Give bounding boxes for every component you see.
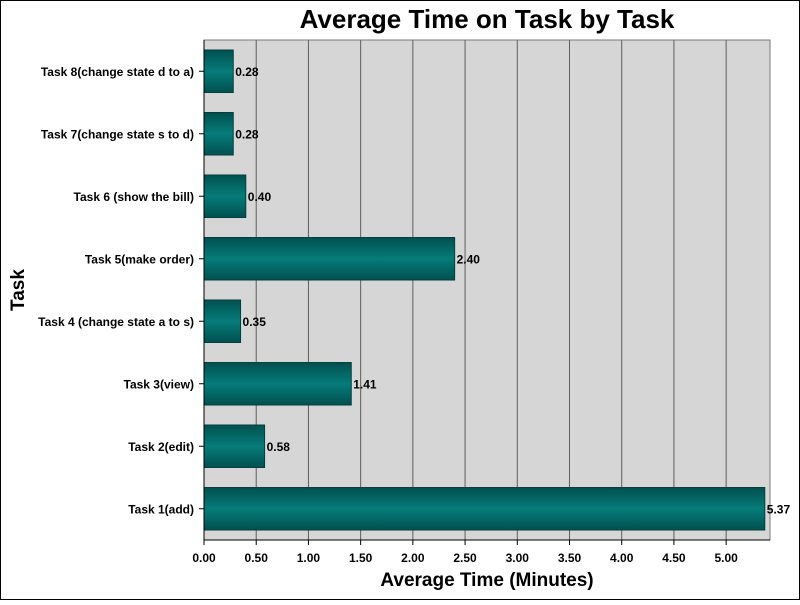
bar-value-label: 0.40 xyxy=(248,190,272,204)
bar-value-label: 5.37 xyxy=(767,502,791,516)
x-tick-label: 0.00 xyxy=(192,551,216,565)
bar xyxy=(203,112,234,156)
bar-value-label: 2.40 xyxy=(457,252,481,266)
x-tick-label: 1.50 xyxy=(349,551,373,565)
category-label: Task 8(change state d to a) xyxy=(41,65,194,79)
bar-value-label: 1.41 xyxy=(353,377,377,391)
category-label: Task 2(edit) xyxy=(128,440,194,454)
category-labels: Task 8(change state d to a) Task 7(change… xyxy=(38,65,204,516)
bar-value-label: 0.58 xyxy=(267,440,291,454)
bar-value-label: 0.28 xyxy=(235,65,259,79)
category-label: Task 5(make order) xyxy=(85,252,194,266)
x-axis-ticks: 0.00 0.50 1.00 1.50 2.00 2.50 3.00 3.50 4.00 4.50… xyxy=(192,540,738,565)
x-tick-label: 2.50 xyxy=(453,551,477,565)
bar-value-label: 0.35 xyxy=(243,315,267,329)
value-labels: 0.28 0.28 0.40 2.40 0.35 1.41 0.58 5.37 xyxy=(235,65,790,517)
category-label: Task 3(view) xyxy=(124,377,194,391)
bars xyxy=(203,49,766,531)
category-label: Task 6 (show the bill) xyxy=(74,190,194,204)
x-tick-label: 0.50 xyxy=(245,551,269,565)
category-label: Task 7(change state s to d) xyxy=(41,127,194,141)
x-axis-title: Average Time (Minutes) xyxy=(380,570,593,591)
y-axis-title: Task xyxy=(8,269,29,311)
bar xyxy=(203,174,247,218)
x-tick-label: 4.00 xyxy=(610,551,634,565)
bar-value-label: 0.28 xyxy=(235,127,259,141)
plot-area xyxy=(203,39,771,541)
bar xyxy=(203,299,242,343)
bar xyxy=(203,487,766,531)
category-label: Task 1(add) xyxy=(128,502,194,516)
x-tick-label: 2.00 xyxy=(401,551,425,565)
bar xyxy=(203,362,352,406)
bar xyxy=(203,237,456,281)
bar xyxy=(203,49,234,93)
x-tick-label: 4.50 xyxy=(662,551,686,565)
chart-title: Average Time on Task by Task xyxy=(300,4,675,34)
x-tick-label: 3.00 xyxy=(506,551,530,565)
x-tick-label: 5.00 xyxy=(714,551,738,565)
x-tick-label: 1.00 xyxy=(297,551,321,565)
category-label: Task 4 (change state a to s) xyxy=(38,315,194,329)
x-tick-label: 3.50 xyxy=(558,551,582,565)
bar xyxy=(203,424,266,468)
